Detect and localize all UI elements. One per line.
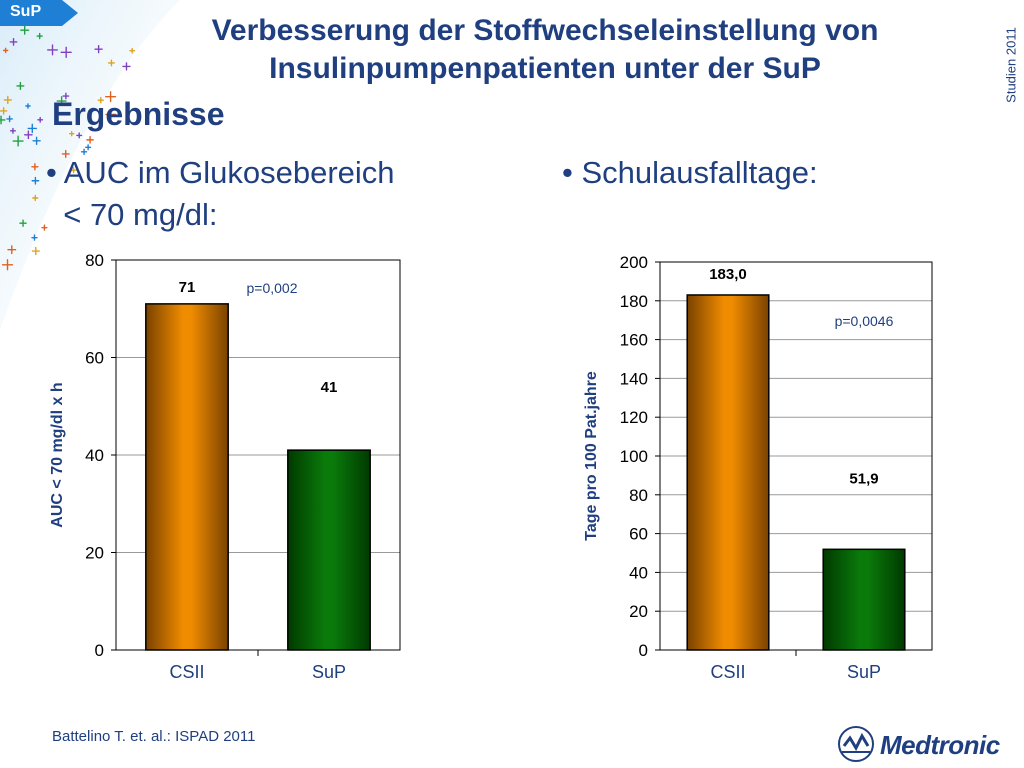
star-icon — [105, 91, 117, 103]
medtronic-logo-icon — [838, 726, 874, 762]
x-category-label: SuP — [312, 662, 346, 680]
y-tick-label: 0 — [639, 641, 648, 660]
y-tick-label: 20 — [629, 602, 648, 621]
section-title: Ergebnisse — [52, 96, 225, 132]
data-label-csii: 71 — [179, 279, 196, 296]
star-icon — [0, 107, 8, 115]
x-category-label: CSII — [169, 662, 204, 680]
data-label-csii: 183,0 — [709, 266, 747, 283]
star-icon — [24, 130, 33, 140]
star-icon — [37, 116, 44, 123]
star-icon — [0, 115, 6, 125]
page-title-line2: Insulinpumpenpatienten unter der SuP — [269, 52, 821, 85]
bullet-school-absence: • Schulausfalltage: — [562, 155, 818, 190]
medtronic-logo: Medtronic — [836, 722, 1014, 766]
y-tick-label: 120 — [620, 408, 648, 427]
star-icon — [36, 32, 43, 40]
star-icon — [80, 148, 88, 156]
y-tick-label: 200 — [620, 253, 648, 272]
y-axis-title: AUC < 70 mg/dl x h — [49, 382, 66, 527]
star-icon — [19, 219, 27, 227]
y-tick-label: 80 — [629, 486, 648, 505]
x-category-label: CSII — [710, 662, 745, 680]
star-icon — [3, 95, 12, 105]
y-tick-label: 0 — [95, 641, 104, 660]
star-icon — [47, 44, 58, 56]
star-icon — [62, 92, 70, 100]
star-icon — [1, 259, 14, 271]
star-icon — [31, 246, 40, 256]
page-title: Verbesserung der Stoffwechseleinstellung… — [130, 12, 960, 88]
star-icon — [12, 135, 24, 147]
chart-school-absence: 0 20 40 60 80 100 120 140 160 180 200 183,0 CSII 51,9… — [583, 253, 933, 680]
data-label-sup: 41 — [321, 379, 338, 396]
star-icon — [31, 163, 39, 171]
y-tick-label: 60 — [85, 349, 104, 368]
star-icon — [122, 62, 131, 71]
data-label-sup: 51,9 — [849, 470, 878, 487]
bullet-auc: • AUC im Glukosebereich < 70 mg/dl: — [46, 152, 466, 236]
decorative-star-pattern — [0, 0, 180, 330]
y-tick-label: 140 — [620, 369, 648, 388]
citation: Battelino T. et. al.: ISPAD 2011 — [52, 728, 256, 745]
star-icon — [105, 108, 117, 120]
bar-sup — [822, 548, 906, 651]
star-icon — [107, 59, 115, 67]
star-icon — [61, 149, 70, 158]
star-icon — [76, 132, 83, 139]
star-icon — [2, 47, 9, 54]
star-icon — [7, 245, 17, 255]
y-tick-label: 80 — [85, 251, 104, 270]
star-icon — [56, 96, 67, 107]
sup-tag: SuP — [0, 0, 78, 26]
star-icon — [31, 176, 40, 185]
page-title-line1: Verbesserung der Stoffwechseleinstellung… — [211, 14, 879, 47]
side-label-text: Studien 2011 — [1003, 27, 1019, 103]
star-icon — [32, 136, 41, 146]
sup-tag-label: SuP — [10, 3, 42, 20]
y-axis-title: Tage pro 100 Pat.jahre — [583, 371, 600, 541]
star-icon — [32, 194, 39, 202]
y-tick-label: 40 — [85, 446, 104, 465]
bar-sup — [287, 449, 371, 651]
y-tick-label: 100 — [620, 447, 648, 466]
medtronic-logo-text: Medtronic — [880, 730, 1000, 760]
y-tick-label: 60 — [629, 525, 648, 544]
bullet-auc-line1: • AUC im Glukosebereich — [46, 155, 395, 190]
star-icon — [60, 46, 72, 59]
star-icon — [27, 123, 38, 134]
p-value-annotation: p=0,002 — [247, 280, 298, 296]
y-tick-label: 180 — [620, 292, 648, 311]
x-category-label: SuP — [847, 662, 881, 680]
star-icon — [86, 136, 94, 144]
side-label: Studien 2011 — [1000, 20, 1022, 110]
y-tick-label: 40 — [629, 563, 648, 582]
star-icon — [6, 115, 14, 123]
star-icon — [129, 47, 136, 54]
star-icon — [9, 127, 16, 134]
bullet-auc-line2: < 70 mg/dl: — [46, 197, 218, 232]
star-icon — [9, 37, 18, 46]
star-icon — [25, 103, 31, 109]
star-icon — [70, 167, 77, 174]
star-icon — [97, 96, 104, 104]
star-icon — [41, 224, 48, 231]
star-icon — [94, 44, 103, 54]
star-icon — [20, 25, 30, 35]
star-icon — [16, 81, 25, 91]
bar-csii — [145, 303, 229, 651]
p-value-annotation: p=0,0046 — [835, 313, 894, 329]
bar-csii — [686, 294, 770, 651]
star-icon — [85, 144, 92, 151]
y-tick-label: 20 — [85, 544, 104, 563]
star-icon — [31, 234, 38, 241]
y-tick-label: 160 — [620, 331, 648, 350]
sup-tag-shape — [0, 0, 78, 26]
chart-auc: 0 20 40 60 80 71 CSII 41 SuP p=0,002 AUC < 70 mg/d… — [49, 251, 401, 680]
star-icon — [68, 130, 75, 137]
